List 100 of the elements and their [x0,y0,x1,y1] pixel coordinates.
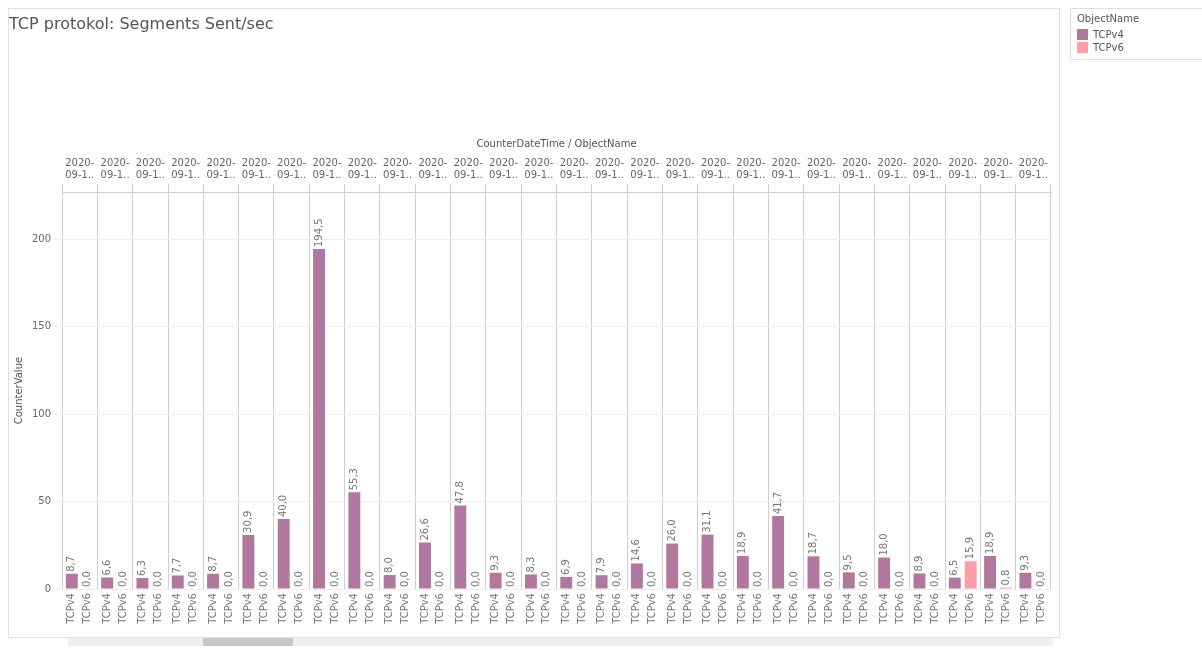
text: TCPv4 [1018,593,1030,624]
text: TCPv4 [524,593,536,624]
data-label: 6,9 [559,559,571,575]
data-label: 0,0 [469,571,481,587]
x-axis-title: CounterDateTime / ObjectName [476,137,637,149]
text: TCPv6 [116,593,128,624]
text: TCPv6 [893,593,905,624]
text: TCPv6 [399,593,411,624]
data-label: 0,0 [1034,571,1046,587]
data-label: 0,0 [187,571,199,587]
data-label: 0,0 [928,571,940,587]
data-label: 0,0 [293,571,305,587]
text: TCPv4 [877,593,889,624]
x-tick-label: 2020-09-1.. [912,156,943,180]
data-label: 41,7 [771,491,783,515]
x-tick-label: 2020-09-1.. [277,156,307,180]
text: TCPv6 [822,593,834,624]
data-label: 9,5 [842,554,854,571]
x-tick-label: 2020-09-1.. [983,156,1013,180]
text: TCPv6 [469,593,481,624]
x-tick-label: 2020-09-1.. [842,156,872,180]
x-tick-label: 2020-09-1.. [100,156,130,180]
data-label: 0,0 [363,571,375,587]
x-tick-label: 2020-09-1.. [135,156,166,180]
x-tick-label: 2020-09-1.. [418,156,448,180]
x-tick-label: 2020-09-1.. [241,156,272,180]
data-label: 6,3 [136,560,148,576]
text: TCPv6 [293,593,305,624]
text: TCPv4 [630,593,642,624]
data-label: 194,5 [312,218,324,248]
text: TCPv4 [171,593,183,624]
text: TCPv4 [383,593,395,624]
bar [984,555,997,589]
bar [313,249,325,589]
data-label: 8,7 [65,555,77,572]
bar [964,561,977,589]
bar [242,534,255,589]
text: TCPv4 [559,593,571,624]
bar [348,492,361,589]
data-label: 8,3 [524,556,536,573]
text: TCPv6 [187,593,199,624]
data-label: 18,7 [807,532,819,555]
bar [948,577,961,589]
bar [136,577,149,589]
text: TCPv4 [100,593,112,624]
y-tick-label: 0 [44,582,52,594]
data-label: 0,0 [717,571,729,587]
legend-label: TCPv4 [1093,29,1124,40]
x-tick-label: 2020-09-1.. [771,156,802,180]
x-tick-label: 2020-09-1.. [489,156,519,180]
data-label: 0,0 [893,571,905,587]
text: TCPv6 [434,593,446,624]
text: TCPv4 [701,593,713,624]
bar [101,577,114,589]
text: TCPv4 [489,593,501,624]
data-label: 47,8 [453,481,465,504]
y-tick-label: 50 [38,495,52,507]
text: TCPv6 [717,593,729,624]
text: TCPv4 [983,593,995,624]
text: TCPv4 [241,593,253,624]
text: TCPv6 [363,593,375,624]
bar [277,519,290,589]
data-label: 55,3 [347,468,359,491]
text: TCPv6 [752,593,764,624]
text: TCPv6 [328,593,340,624]
data-label: 31,1 [701,510,713,533]
text: TCPv6 [1034,593,1046,624]
bar [701,534,714,589]
text: TCPv6 [681,593,693,624]
data-label: 14,6 [630,539,642,562]
bar [913,573,926,589]
data-label: 15,9 [964,536,976,560]
y-tick-label: 100 [31,407,52,419]
text: TCPv4 [206,593,218,624]
data-label: 0,0 [858,571,870,587]
data-label: 6,6 [100,559,112,576]
bar [630,563,643,589]
data-label: 0,0 [540,571,552,587]
data-label: 0,0 [434,571,446,587]
x-tick-label: 2020-09-1.. [877,156,907,180]
text: TCPv6 [611,593,623,624]
bar [842,572,855,589]
data-label: 18,9 [983,531,995,554]
bar [878,557,891,589]
data-label: 26,0 [665,519,677,542]
text: TCPv6 [999,593,1011,624]
text: TCPv4 [842,593,854,624]
text: TCPv6 [505,593,517,624]
data-label: 7,7 [171,557,183,574]
data-label: 9,3 [1018,554,1030,571]
x-tick-label: 2020-09-1.. [594,156,625,180]
bar [383,575,396,589]
text: TCPv4 [665,593,677,624]
text: TCPv6 [787,593,799,624]
data-label: 0,0 [399,571,411,587]
bar [524,574,537,589]
x-tick-label: 2020-09-1.. [630,156,660,180]
x-tick-label: 2020-09-1.. [1018,156,1049,180]
data-label: 0,8 [999,569,1011,586]
x-tick-label: 2020-09-1.. [665,156,696,180]
